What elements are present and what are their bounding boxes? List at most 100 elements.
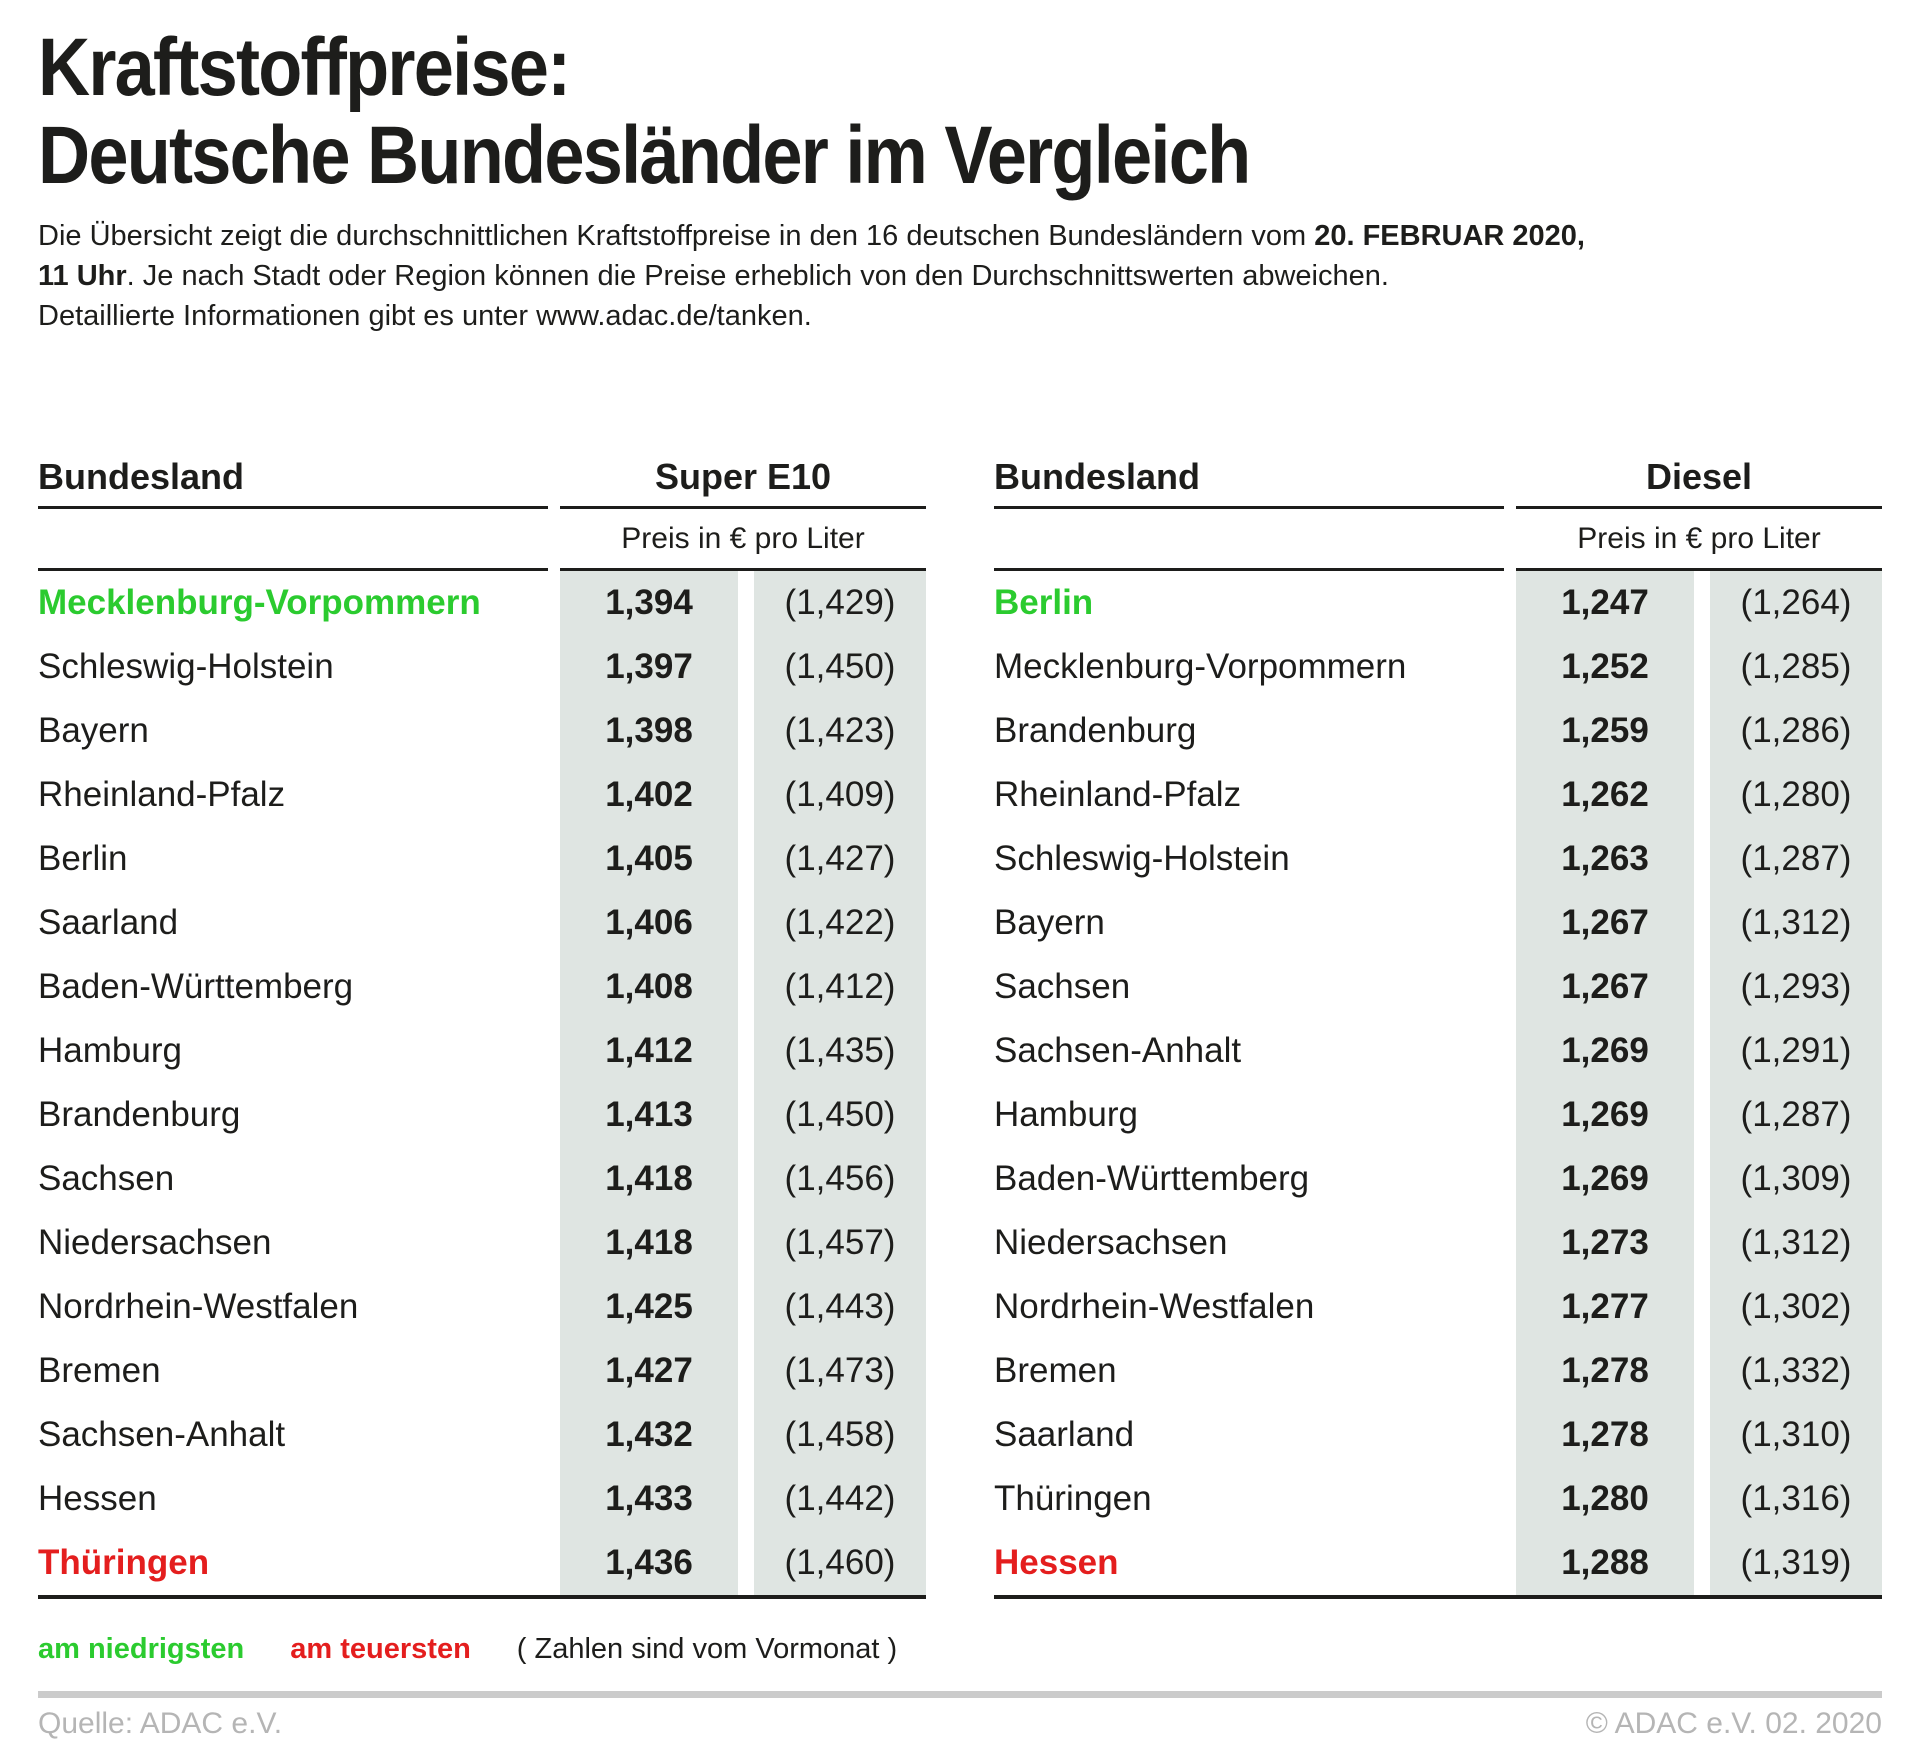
- price-value: 1,412: [560, 1019, 738, 1083]
- table-row: Hamburg 1,412 (1,435): [38, 1019, 926, 1083]
- prev-month-value: (1,285): [1710, 635, 1882, 699]
- state-name: Sachsen-Anhalt: [994, 1031, 1242, 1070]
- price-value: 1,425: [560, 1275, 738, 1339]
- table-header-row: Bundesland Diesel: [994, 456, 1882, 498]
- prev-month-value: (1,450): [754, 1083, 926, 1147]
- page-title-line2: Deutsche Bundesländer im Vergleich: [38, 110, 1251, 201]
- source-label: Quelle: ADAC e.V.: [38, 1707, 283, 1740]
- col-header-bundesland: Bundesland: [994, 456, 1201, 497]
- prev-month-value: (1,319): [1710, 1531, 1882, 1595]
- divider-line: [1516, 506, 1882, 509]
- state-name: Berlin: [38, 839, 128, 878]
- intro-text: Die Übersicht zeigt die durchschnittlich…: [38, 216, 1882, 336]
- table-row: Rheinland-Pfalz 1,402 (1,409): [38, 763, 926, 827]
- state-name: Schleswig-Holstein: [38, 647, 334, 686]
- price-value: 1,269: [1516, 1147, 1694, 1211]
- state-name: Hamburg: [994, 1095, 1138, 1134]
- page-title: Kraftstoffpreise: Deutsche Bundesländer …: [38, 24, 1661, 200]
- prev-month-value: (1,312): [1710, 891, 1882, 955]
- header-divider: [994, 506, 1882, 509]
- col-header-fuel: Diesel: [1645, 456, 1753, 497]
- price-value: 1,427: [560, 1339, 738, 1403]
- price-unit-label: Preis in € pro Liter: [1577, 522, 1821, 555]
- prev-month-value: (1,264): [1710, 571, 1882, 635]
- table-row: Sachsen-Anhalt 1,432 (1,458): [38, 1403, 926, 1467]
- table-row: Hessen 1,288 (1,319): [994, 1531, 1882, 1595]
- state-name: Sachsen: [38, 1159, 175, 1198]
- state-name: Nordrhein-Westfalen: [38, 1287, 359, 1326]
- price-value: 1,402: [560, 763, 738, 827]
- table-row: Berlin 1,247 (1,264): [994, 571, 1882, 635]
- prev-month-value: (1,450): [754, 635, 926, 699]
- intro-segment: Die Übersicht zeigt die durchschnittlich…: [38, 220, 1315, 252]
- legend-note: ( Zahlen sind vom Vormonat ): [516, 1633, 898, 1665]
- price-value: 1,405: [560, 827, 738, 891]
- price-value: 1,418: [560, 1147, 738, 1211]
- prev-month-value: (1,429): [754, 571, 926, 635]
- table-row: Nordrhein-Westfalen 1,277 (1,302): [994, 1275, 1882, 1339]
- col-header-bundesland: Bundesland: [38, 456, 245, 497]
- state-name: Hessen: [994, 1543, 1119, 1582]
- price-value: 1,267: [1516, 891, 1694, 955]
- table-row: Niedersachsen 1,273 (1,312): [994, 1211, 1882, 1275]
- table-row: Schleswig-Holstein 1,397 (1,450): [38, 635, 926, 699]
- table-row: Brandenburg 1,413 (1,450): [38, 1083, 926, 1147]
- state-name: Rheinland-Pfalz: [38, 775, 286, 814]
- divider-line: [38, 568, 548, 571]
- divider-line: [560, 568, 926, 571]
- legend-highest-label: am teuersten: [290, 1633, 471, 1665]
- divider-line: [994, 506, 1504, 509]
- table-row: Rheinland-Pfalz 1,262 (1,280): [994, 763, 1882, 827]
- table-row: Nordrhein-Westfalen 1,425 (1,443): [38, 1275, 926, 1339]
- state-name: Thüringen: [38, 1543, 210, 1582]
- prev-month-value: (1,412): [754, 955, 926, 1019]
- state-name: Thüringen: [994, 1479, 1152, 1518]
- prev-month-value: (1,280): [1710, 763, 1882, 827]
- price-value: 1,418: [560, 1211, 738, 1275]
- table-row: Mecklenburg-Vorpommern 1,394 (1,429): [38, 571, 926, 635]
- table-row: Mecklenburg-Vorpommern 1,252 (1,285): [994, 635, 1882, 699]
- state-name: Baden-Württemberg: [38, 967, 354, 1006]
- subheader-row: Preis in € pro Liter: [38, 509, 926, 568]
- state-name: Schleswig-Holstein: [994, 839, 1290, 878]
- prev-month-value: (1,291): [1710, 1019, 1882, 1083]
- table-diesel: Bundesland Diesel Preis in € pro Liter B…: [994, 456, 1882, 1599]
- prev-month-value: (1,316): [1710, 1467, 1882, 1531]
- state-name: Berlin: [994, 583, 1094, 622]
- price-value: 1,394: [560, 571, 738, 635]
- price-unit-label: Preis in € pro Liter: [621, 522, 865, 555]
- table-row: Hamburg 1,269 (1,287): [994, 1083, 1882, 1147]
- prev-month-value: (1,423): [754, 699, 926, 763]
- state-name: Nordrhein-Westfalen: [994, 1287, 1315, 1326]
- state-name: Bayern: [994, 903, 1105, 942]
- footer-text-row: Quelle: ADAC e.V. © ADAC e.V. 02. 2020: [38, 1707, 1882, 1741]
- divider-line: [1516, 568, 1882, 571]
- table-row: Sachsen 1,267 (1,293): [994, 955, 1882, 1019]
- footer: Quelle: ADAC e.V. © ADAC e.V. 02. 2020: [38, 1691, 1882, 1741]
- price-value: 1,263: [1516, 827, 1694, 891]
- prev-month-value: (1,287): [1710, 1083, 1882, 1147]
- table-row: Baden-Württemberg 1,269 (1,309): [994, 1147, 1882, 1211]
- table-bottom-line: [38, 1595, 926, 1599]
- price-value: 1,432: [560, 1403, 738, 1467]
- table-header-row: Bundesland Super E10: [38, 456, 926, 498]
- state-name: Saarland: [38, 903, 179, 942]
- price-value: 1,262: [1516, 763, 1694, 827]
- prev-month-value: (1,456): [754, 1147, 926, 1211]
- prev-month-value: (1,293): [1710, 955, 1882, 1019]
- table-row: Saarland 1,278 (1,310): [994, 1403, 1882, 1467]
- footer-divider: [38, 1691, 1882, 1698]
- price-value: 1,398: [560, 699, 738, 763]
- table-bottom-line: [994, 1595, 1882, 1599]
- prev-month-value: (1,422): [754, 891, 926, 955]
- price-value: 1,413: [560, 1083, 738, 1147]
- prev-month-value: (1,310): [1710, 1403, 1882, 1467]
- state-name: Niedersachsen: [38, 1223, 272, 1262]
- state-name: Brandenburg: [38, 1095, 241, 1134]
- state-name: Rheinland-Pfalz: [994, 775, 1242, 814]
- table-row: Bayern 1,267 (1,312): [994, 891, 1882, 955]
- price-value: 1,259: [1516, 699, 1694, 763]
- intro-segment: . Je nach Stadt oder Region können die P…: [126, 260, 1389, 292]
- table-row: Schleswig-Holstein 1,263 (1,287): [994, 827, 1882, 891]
